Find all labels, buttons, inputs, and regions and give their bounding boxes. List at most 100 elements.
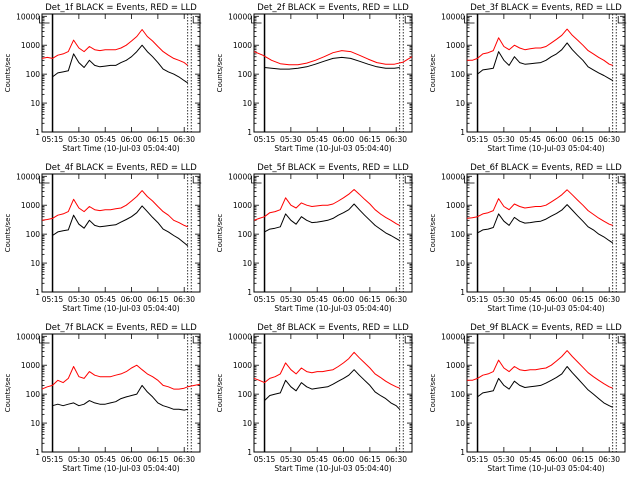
y-tick-label: 10 xyxy=(242,419,252,428)
x-tick-label: 06:00 xyxy=(333,135,355,144)
detector-panel-4: Det_4f BLACK = Events, RED = LLD 1 10 100 10… xyxy=(4,163,202,313)
events-series-line xyxy=(52,44,188,84)
lld-series-line xyxy=(253,189,400,226)
lld-series-line xyxy=(253,50,413,66)
y-tick-label: 1 xyxy=(460,128,465,137)
x-tick-label: 06:00 xyxy=(333,455,355,464)
y-tick-label: 10000 xyxy=(441,332,465,341)
x-tick-label: 05:15 xyxy=(42,135,64,144)
y-tick-label: 1000 xyxy=(233,361,252,370)
interval-bracket-marker xyxy=(39,16,50,24)
x-axis-label: Start Time (10-Jul-03 05:04:40) xyxy=(274,464,391,473)
panel-title: Det_3f BLACK = Events, RED = LLD xyxy=(470,3,622,13)
detector-panel-5: Det_5f BLACK = Events, RED = LLD 1 10 100 10… xyxy=(216,163,414,313)
y-tick-label: 1 xyxy=(247,288,252,297)
y-axis-label: Counts/sec xyxy=(4,374,12,413)
plot-frame xyxy=(253,13,413,133)
y-axis-label: Counts/sec xyxy=(4,54,12,93)
x-tick-label: 05:45 xyxy=(519,455,541,464)
interval-bracket-marker xyxy=(404,16,414,24)
x-tick-label: 06:00 xyxy=(121,455,143,464)
x-tick-label: 05:30 xyxy=(68,295,90,304)
x-axis-label: Start Time (10-Jul-03 05:04:40) xyxy=(274,144,391,153)
y-tick-label: 1 xyxy=(460,288,465,297)
y-tick-label: 10 xyxy=(455,99,465,108)
y-tick-label: 10000 xyxy=(441,172,465,181)
x-axis-label: Start Time (10-Jul-03 05:04:40) xyxy=(487,144,604,153)
y-axis-label: Counts/sec xyxy=(216,214,224,253)
lld-series-line xyxy=(253,351,400,389)
y-tick-label: 1000 xyxy=(21,361,40,370)
x-tick-label: 05:30 xyxy=(493,455,515,464)
panel-title: Det_4f BLACK = Events, RED = LLD xyxy=(45,163,197,173)
y-tick-label: 1 xyxy=(35,288,40,297)
interval-bracket-marker xyxy=(192,16,202,24)
plot-frame xyxy=(253,333,413,453)
x-tick-label: 05:45 xyxy=(306,295,328,304)
x-tick-label: 06:30 xyxy=(385,295,407,304)
interval-bracket-marker xyxy=(404,336,414,344)
events-series-line xyxy=(477,204,613,244)
y-tick-label: 1000 xyxy=(233,201,252,210)
plot-frame xyxy=(466,173,626,293)
y-tick-label: 100 xyxy=(26,230,41,239)
events-series-line xyxy=(477,366,613,408)
y-tick-label: 10000 xyxy=(228,172,252,181)
x-tick-label: 06:30 xyxy=(173,455,195,464)
x-axis-label: Start Time (10-Jul-03 05:04:40) xyxy=(62,464,179,473)
interval-bracket-marker xyxy=(251,336,262,344)
x-tick-label: 05:30 xyxy=(493,295,515,304)
events-series-line xyxy=(264,369,401,410)
y-tick-label: 10 xyxy=(455,419,465,428)
y-tick-label: 1 xyxy=(460,448,465,457)
lld-series-line xyxy=(41,190,188,228)
y-tick-label: 10000 xyxy=(228,332,252,341)
x-tick-label: 06:30 xyxy=(173,135,195,144)
x-tick-label: 05:30 xyxy=(68,135,90,144)
x-tick-label: 05:15 xyxy=(254,135,276,144)
interval-bracket-marker xyxy=(404,176,414,184)
y-tick-label: 100 xyxy=(451,230,466,239)
interval-bracket-marker xyxy=(464,176,475,184)
x-tick-label: 06:00 xyxy=(121,135,143,144)
panel-title: Det_7f BLACK = Events, RED = LLD xyxy=(45,323,197,333)
x-tick-label: 05:15 xyxy=(254,295,276,304)
y-axis-label: Counts/sec xyxy=(429,54,437,93)
x-tick-label: 05:30 xyxy=(493,135,515,144)
x-tick-label: 05:30 xyxy=(280,455,302,464)
detector-panel-9: Det_9f BLACK = Events, RED = LLD 1 10 100 10… xyxy=(429,323,627,473)
x-tick-label: 05:45 xyxy=(94,135,116,144)
y-tick-label: 10 xyxy=(30,259,40,268)
lld-series-line xyxy=(467,28,613,66)
lld-series-line xyxy=(41,364,201,390)
lld-series-line xyxy=(41,29,189,66)
lld-series-line xyxy=(466,189,613,226)
y-tick-label: 100 xyxy=(451,70,466,79)
panel-title: Det_8f BLACK = Events, RED = LLD xyxy=(257,323,409,333)
x-tick-label: 05:15 xyxy=(467,135,489,144)
x-tick-label: 06:15 xyxy=(572,135,594,144)
x-tick-label: 06:30 xyxy=(173,295,195,304)
interval-bracket-marker xyxy=(464,16,475,24)
x-tick-label: 06:15 xyxy=(572,295,594,304)
x-tick-label: 06:30 xyxy=(598,295,620,304)
y-tick-label: 10000 xyxy=(16,332,40,341)
y-tick-label: 100 xyxy=(26,70,41,79)
y-tick-label: 10 xyxy=(30,419,40,428)
x-tick-label: 05:30 xyxy=(68,455,90,464)
x-tick-label: 05:15 xyxy=(42,295,64,304)
y-tick-label: 1000 xyxy=(446,361,465,370)
y-tick-label: 1000 xyxy=(446,41,465,50)
y-tick-label: 10 xyxy=(455,259,465,268)
x-tick-label: 05:45 xyxy=(94,455,116,464)
x-tick-label: 06:15 xyxy=(359,135,381,144)
plot-frame xyxy=(466,333,626,453)
plot-frame xyxy=(41,13,201,133)
plot-frame xyxy=(466,13,626,133)
interval-bracket-marker xyxy=(617,176,627,184)
x-tick-label: 05:15 xyxy=(467,455,489,464)
y-axis-label: Counts/sec xyxy=(429,214,437,253)
y-tick-label: 10 xyxy=(30,99,40,108)
lld-series-line xyxy=(467,350,613,389)
y-tick-label: 10000 xyxy=(228,12,252,21)
